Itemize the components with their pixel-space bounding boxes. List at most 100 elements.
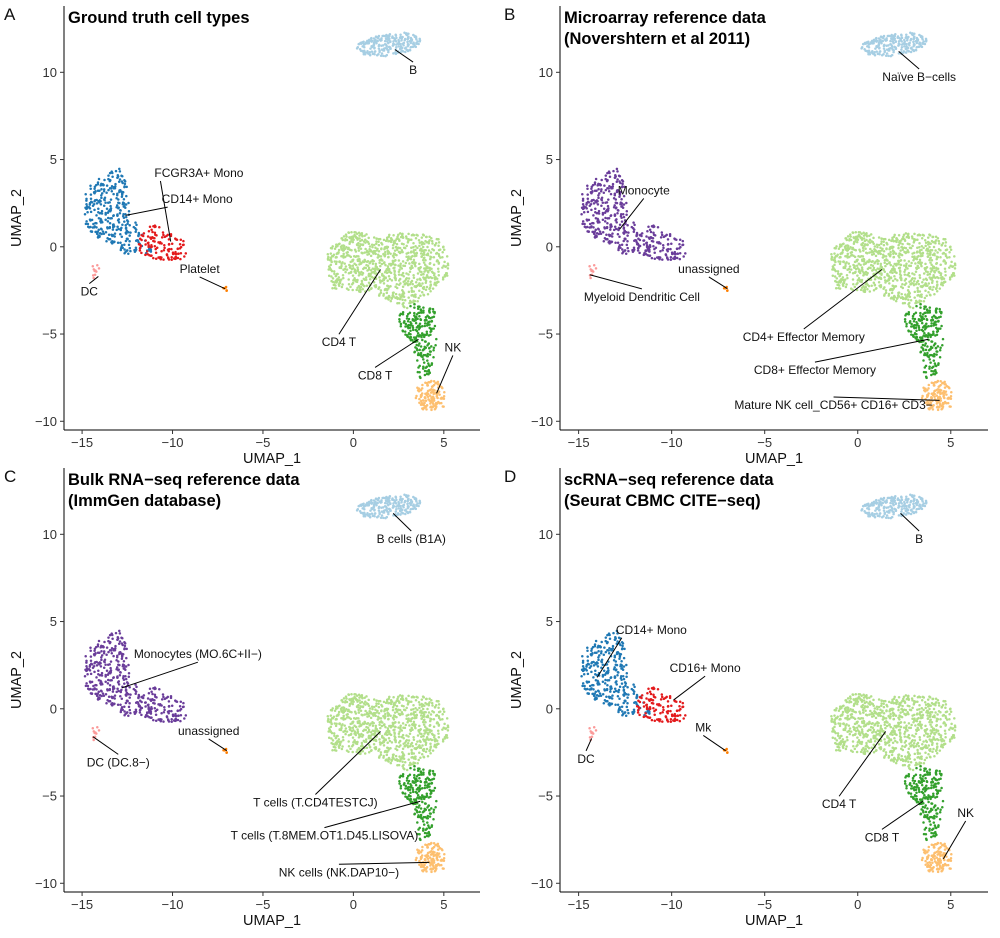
y-tick-label: −10	[35, 414, 57, 429]
point	[920, 293, 923, 296]
point	[843, 245, 847, 249]
point	[937, 363, 940, 366]
point	[398, 293, 401, 296]
point	[940, 278, 944, 281]
point	[889, 43, 892, 46]
point	[340, 264, 343, 268]
point	[144, 701, 147, 704]
point	[119, 710, 123, 714]
point	[432, 263, 436, 266]
point	[163, 706, 166, 709]
point	[422, 252, 425, 256]
point	[377, 47, 381, 50]
point	[396, 512, 400, 515]
point	[411, 233, 415, 236]
point	[872, 281, 876, 284]
point	[412, 273, 415, 277]
point	[400, 511, 404, 514]
point	[632, 249, 635, 253]
point	[916, 246, 919, 249]
point	[869, 266, 872, 270]
point	[109, 208, 113, 212]
point	[877, 236, 881, 239]
point	[383, 505, 387, 508]
point	[581, 203, 585, 206]
point	[174, 256, 178, 260]
point	[438, 710, 442, 713]
point	[91, 688, 95, 691]
point	[609, 228, 612, 231]
point	[845, 274, 849, 277]
point	[905, 262, 908, 265]
point	[673, 256, 677, 260]
point	[612, 196, 616, 200]
point	[661, 258, 664, 261]
point	[404, 50, 407, 54]
point	[401, 35, 404, 39]
point	[423, 322, 427, 325]
point	[125, 656, 128, 660]
point	[414, 321, 418, 325]
point	[678, 247, 681, 250]
point	[424, 720, 427, 724]
point	[105, 646, 109, 649]
point	[603, 211, 607, 214]
point	[443, 260, 446, 264]
point	[431, 384, 434, 388]
point	[596, 211, 600, 215]
point	[129, 693, 132, 696]
point	[836, 272, 840, 275]
point	[598, 192, 601, 195]
point	[885, 38, 888, 42]
point	[120, 244, 124, 247]
point	[642, 239, 646, 242]
y-tick-label: 0	[50, 239, 57, 254]
point	[856, 279, 860, 282]
annotation-leader	[436, 355, 454, 394]
point	[98, 189, 101, 193]
point	[367, 698, 370, 702]
point	[413, 252, 416, 255]
point	[423, 318, 427, 322]
point	[947, 397, 950, 400]
point	[110, 170, 113, 173]
point	[586, 193, 589, 196]
point	[390, 238, 394, 241]
point	[385, 238, 389, 241]
point	[848, 239, 851, 242]
point	[135, 223, 138, 227]
point	[367, 236, 370, 240]
point	[389, 502, 392, 505]
point	[867, 284, 871, 288]
point	[152, 701, 155, 705]
point	[415, 254, 418, 258]
point	[121, 191, 125, 194]
point	[410, 289, 414, 292]
point	[618, 180, 621, 183]
point	[84, 655, 87, 658]
point	[929, 324, 933, 328]
point	[414, 337, 418, 341]
point	[862, 42, 865, 46]
cluster-dc	[91, 263, 101, 280]
point	[351, 264, 355, 268]
point	[426, 389, 430, 393]
point	[889, 263, 893, 267]
point	[89, 187, 92, 190]
point	[872, 38, 876, 42]
point	[127, 209, 131, 213]
point	[160, 698, 164, 701]
point	[367, 242, 371, 245]
point	[148, 687, 152, 691]
point	[405, 317, 409, 320]
point	[616, 212, 619, 215]
point	[627, 231, 630, 234]
point	[854, 230, 858, 234]
point	[398, 317, 401, 321]
point	[920, 237, 924, 240]
point	[932, 285, 935, 289]
point	[409, 321, 412, 324]
point	[939, 327, 942, 330]
point	[394, 285, 397, 288]
point	[134, 246, 138, 249]
